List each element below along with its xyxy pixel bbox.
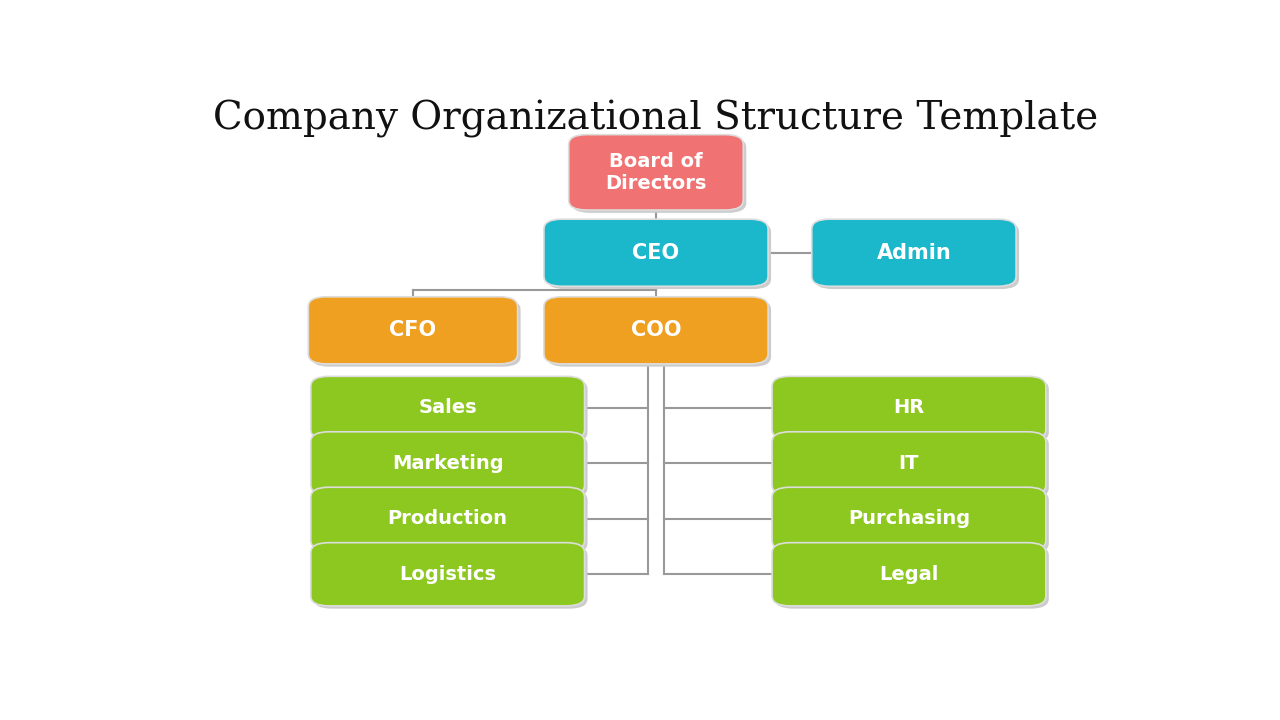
FancyBboxPatch shape: [772, 543, 1046, 606]
FancyBboxPatch shape: [544, 219, 768, 287]
FancyBboxPatch shape: [776, 435, 1048, 498]
FancyBboxPatch shape: [311, 487, 585, 550]
Text: Board of
Directors: Board of Directors: [605, 152, 707, 193]
Text: Sales: Sales: [419, 398, 477, 418]
FancyBboxPatch shape: [812, 219, 1016, 287]
FancyBboxPatch shape: [314, 546, 588, 608]
FancyBboxPatch shape: [776, 379, 1048, 442]
Text: HR: HR: [893, 398, 924, 418]
Text: IT: IT: [899, 454, 919, 473]
FancyBboxPatch shape: [572, 138, 746, 213]
FancyBboxPatch shape: [308, 297, 517, 364]
FancyBboxPatch shape: [314, 435, 588, 498]
FancyBboxPatch shape: [311, 300, 521, 366]
Text: CFO: CFO: [389, 320, 436, 341]
FancyBboxPatch shape: [772, 487, 1046, 550]
FancyBboxPatch shape: [815, 222, 1019, 289]
FancyBboxPatch shape: [311, 543, 585, 606]
FancyBboxPatch shape: [314, 490, 588, 553]
Text: Marketing: Marketing: [392, 454, 503, 473]
Text: Logistics: Logistics: [399, 564, 497, 584]
FancyBboxPatch shape: [314, 379, 588, 442]
FancyBboxPatch shape: [311, 432, 585, 495]
FancyBboxPatch shape: [772, 432, 1046, 495]
FancyBboxPatch shape: [772, 377, 1046, 439]
Text: CEO: CEO: [632, 243, 680, 263]
Text: COO: COO: [631, 320, 681, 341]
FancyBboxPatch shape: [776, 546, 1048, 608]
Text: Production: Production: [388, 509, 508, 528]
FancyBboxPatch shape: [547, 222, 771, 289]
Text: Purchasing: Purchasing: [847, 509, 970, 528]
FancyBboxPatch shape: [544, 297, 768, 364]
FancyBboxPatch shape: [547, 300, 771, 366]
FancyBboxPatch shape: [311, 377, 585, 439]
FancyBboxPatch shape: [568, 135, 744, 210]
Text: Admin: Admin: [877, 243, 951, 263]
FancyBboxPatch shape: [776, 490, 1048, 553]
Text: Company Organizational Structure Template: Company Organizational Structure Templat…: [214, 100, 1098, 138]
Text: Legal: Legal: [879, 564, 938, 584]
